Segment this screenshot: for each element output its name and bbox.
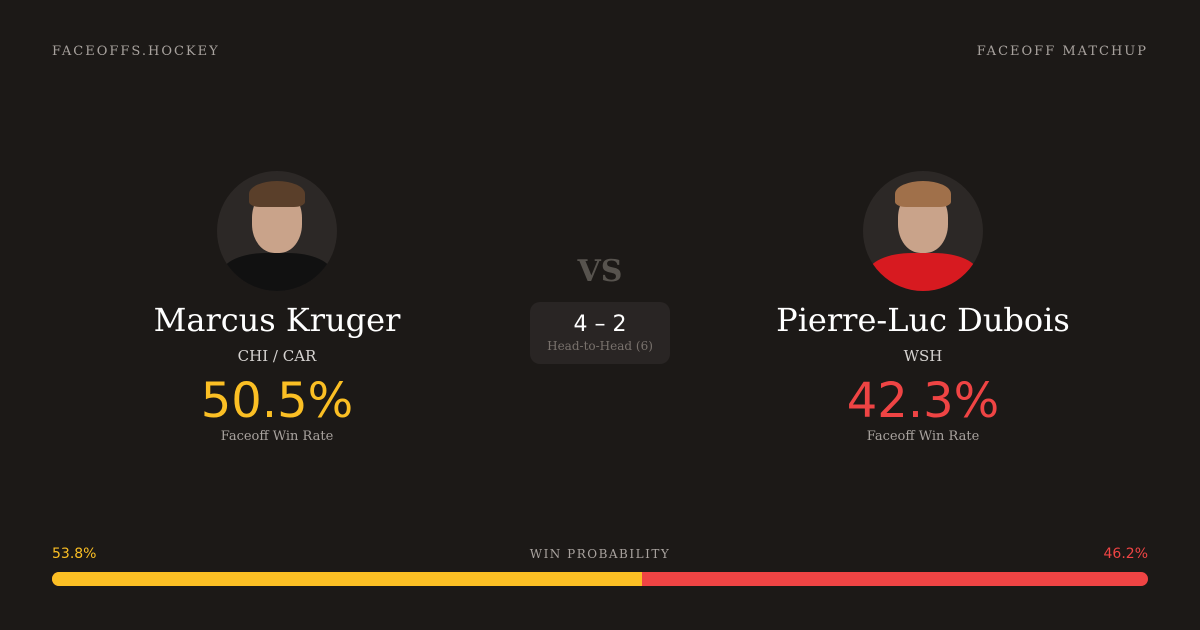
player-left-team: CHI / CAR [237,347,317,365]
section-title: FACEOFF MATCHUP [976,44,1148,59]
right-probability: 46.2% [1103,546,1148,562]
h2h-score: 4 – 2 [573,312,627,337]
vs-label: VS [577,254,623,289]
player-right-win-rate-label: Faceoff Win Rate [866,429,980,444]
left-probability: 53.8% [52,546,97,562]
player-left-win-rate: 50.5% [200,373,354,429]
player-right-team: WSH [903,347,943,365]
player-left-name: Marcus Kruger [153,301,401,339]
win-probability-bar [52,572,1148,586]
player-left-win-rate-label: Faceoff Win Rate [220,429,334,444]
h2h-label: Head-to-Head (6) [547,339,653,353]
player-right: Pierre-Luc Dubois WSH 42.3% Faceoff Win … [753,171,1093,444]
brand-logo: FACEOFFS.HOCKEY [52,44,220,59]
player-right-win-rate: 42.3% [846,373,1000,429]
player-right-avatar [863,171,983,291]
head-to-head-box: 4 – 2 Head-to-Head (6) [530,302,670,364]
player-right-name: Pierre-Luc Dubois [776,301,1070,339]
win-probability-label: WIN PROBABILITY [529,547,671,561]
player-left: Marcus Kruger CHI / CAR 50.5% Faceoff Wi… [107,171,447,444]
player-left-avatar [217,171,337,291]
win-probability-left-fill [52,572,642,586]
